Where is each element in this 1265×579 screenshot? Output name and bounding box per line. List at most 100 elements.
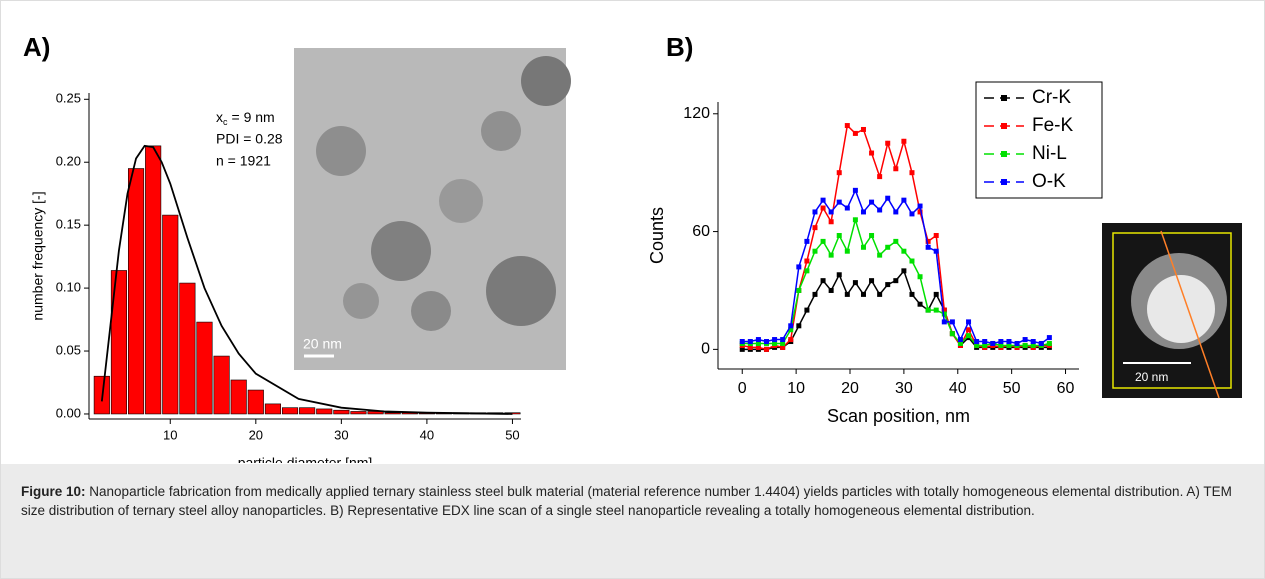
annotation: PDI = 0.28 xyxy=(216,131,283,147)
bar xyxy=(162,214,179,415)
y-tick-label: 0.20 xyxy=(56,154,81,169)
marker xyxy=(1014,340,1020,346)
legend-marker xyxy=(1001,179,1007,185)
marker xyxy=(844,123,850,129)
marker xyxy=(739,346,745,352)
marker xyxy=(893,209,899,215)
marker xyxy=(788,337,794,343)
marker xyxy=(901,248,907,254)
marker xyxy=(949,331,955,337)
marker xyxy=(941,307,947,313)
marker xyxy=(780,344,786,350)
x-tick-label: 30 xyxy=(334,427,348,442)
marker xyxy=(860,291,866,297)
marker xyxy=(966,333,972,339)
marker xyxy=(901,138,907,144)
marker xyxy=(925,244,931,250)
x-axis-label: Scan position, nm xyxy=(827,406,970,426)
marker xyxy=(917,301,923,307)
marker xyxy=(812,248,818,254)
marker xyxy=(804,258,810,264)
stem-image xyxy=(1102,223,1242,399)
x-tick-label: 20 xyxy=(249,427,263,442)
marker xyxy=(852,130,858,136)
bar xyxy=(299,407,316,415)
y-tick-label: 0.00 xyxy=(56,405,81,420)
marker xyxy=(982,339,988,345)
bar xyxy=(145,145,162,415)
marker xyxy=(917,274,923,280)
y-axis-label: number frequency [-] xyxy=(30,191,46,320)
marker xyxy=(1022,342,1028,348)
marker xyxy=(772,337,778,343)
marker xyxy=(909,291,915,297)
legend-marker xyxy=(1001,151,1007,157)
marker xyxy=(788,327,794,333)
marker xyxy=(869,278,875,284)
marker xyxy=(796,323,802,329)
marker xyxy=(933,248,939,254)
marker xyxy=(747,339,753,345)
y-axis-label: Counts xyxy=(647,207,667,264)
bar xyxy=(110,270,127,415)
marker xyxy=(820,278,826,284)
caption-label: Figure 10: xyxy=(21,484,86,499)
x-tick-label: 10 xyxy=(787,380,805,397)
marker xyxy=(804,268,810,274)
marker xyxy=(966,327,972,333)
x-tick-label: 50 xyxy=(1003,380,1021,397)
x-axis-label: particle diameter [nm] xyxy=(238,455,373,463)
annotation-text: = 9 nm xyxy=(232,109,275,125)
marker xyxy=(828,252,834,258)
tem-image xyxy=(294,48,571,370)
legend-label: O-K xyxy=(1032,171,1066,192)
marker xyxy=(820,197,826,203)
marker xyxy=(917,203,923,209)
legend-box xyxy=(975,81,1103,199)
y-tick-label: 0.25 xyxy=(56,91,81,106)
marker xyxy=(933,291,939,297)
bar xyxy=(179,282,196,415)
marker xyxy=(836,272,842,278)
marker xyxy=(901,268,907,274)
marker xyxy=(755,340,761,346)
marker xyxy=(788,323,794,329)
scale-bar-label: 20 nm xyxy=(303,336,342,352)
bar xyxy=(350,411,367,415)
marker xyxy=(1022,337,1028,343)
marker xyxy=(852,187,858,193)
marker xyxy=(982,342,988,348)
marker xyxy=(739,339,745,345)
annotation: xc = 9 nm xyxy=(216,109,275,128)
x-tick-label: 30 xyxy=(895,380,913,397)
marker xyxy=(812,225,818,231)
x-tick-label: 40 xyxy=(420,427,434,442)
marker xyxy=(796,264,802,270)
caption-text: Nanoparticle fabrication from medically … xyxy=(21,484,1232,518)
caption: Figure 10: Nanoparticle fabrication from… xyxy=(1,464,1264,578)
marker xyxy=(755,344,761,350)
y-tick-label: 0.15 xyxy=(56,217,81,232)
marker xyxy=(1046,340,1052,346)
marker xyxy=(941,311,947,317)
marker xyxy=(836,233,842,238)
panel-label: A) xyxy=(23,32,50,62)
marker xyxy=(812,291,818,297)
bar xyxy=(384,412,401,415)
marker xyxy=(869,233,875,238)
x-tick-label: 20 xyxy=(841,380,859,397)
x-tick-label: 60 xyxy=(1057,380,1075,397)
y-tick-label: 0.10 xyxy=(56,280,81,295)
legend-label: Fe-K xyxy=(1032,115,1074,136)
marker xyxy=(974,342,980,348)
marker xyxy=(957,340,963,346)
marker xyxy=(836,199,842,205)
marker xyxy=(909,258,915,264)
marker xyxy=(925,238,931,244)
marker xyxy=(1006,342,1012,348)
marker xyxy=(747,344,753,350)
marker xyxy=(844,248,850,254)
annotation: n = 1921 xyxy=(216,153,271,169)
marker xyxy=(893,238,899,244)
